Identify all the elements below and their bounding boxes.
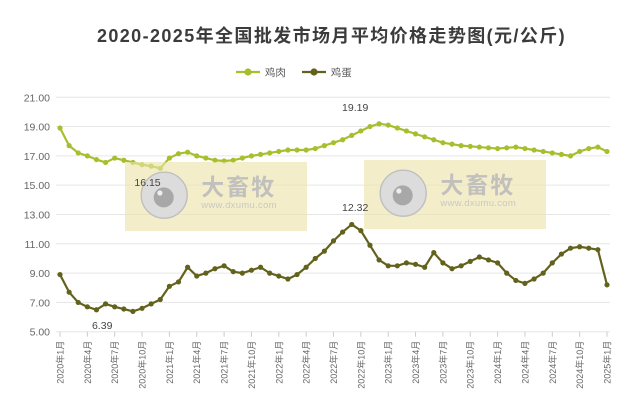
svg-text:9.00: 9.00 [30, 268, 51, 280]
svg-text:2022年7月: 2022年7月 [328, 341, 339, 384]
svg-text:15.00: 15.00 [24, 180, 50, 192]
svg-text:11.00: 11.00 [25, 239, 51, 251]
svg-text:2020年1月: 2020年1月 [55, 341, 66, 384]
svg-text:2020年7月: 2020年7月 [109, 341, 120, 384]
svg-text:2024年1月: 2024年1月 [492, 341, 503, 384]
svg-text:2024年10月: 2024年10月 [574, 341, 585, 389]
svg-text:2020年4月: 2020年4月 [82, 341, 93, 384]
svg-text:2020年10月: 2020年10月 [137, 341, 148, 389]
svg-text:19.00: 19.00 [24, 122, 50, 134]
svg-text:2022年10月: 2022年10月 [355, 341, 366, 389]
svg-text:2021年7月: 2021年7月 [219, 341, 230, 384]
svg-text:2023年4月: 2023年4月 [410, 341, 421, 384]
svg-text:5.00: 5.00 [30, 327, 51, 339]
svg-text:7.00: 7.00 [30, 297, 51, 309]
svg-text:2021年10月: 2021年10月 [246, 341, 257, 389]
svg-text:2022年4月: 2022年4月 [301, 341, 312, 384]
svg-text:2023年7月: 2023年7月 [437, 341, 448, 384]
svg-text:2023年1月: 2023年1月 [383, 341, 394, 384]
svg-text:2023年10月: 2023年10月 [465, 341, 476, 389]
svg-text:2024年7月: 2024年7月 [547, 341, 558, 384]
svg-text:13.00: 13.00 [24, 209, 50, 221]
svg-text:2025年1月: 2025年1月 [602, 341, 613, 384]
svg-text:2024年4月: 2024年4月 [519, 341, 530, 384]
svg-text:21.00: 21.00 [24, 92, 50, 104]
svg-text:2021年1月: 2021年1月 [164, 341, 175, 384]
svg-text:2022年1月: 2022年1月 [273, 341, 284, 384]
svg-text:2021年4月: 2021年4月 [191, 341, 202, 384]
svg-text:17.00: 17.00 [24, 151, 50, 163]
